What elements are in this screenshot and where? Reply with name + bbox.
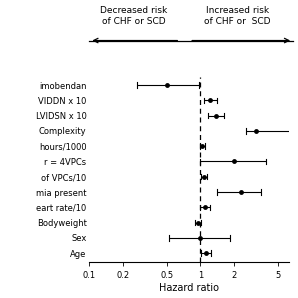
X-axis label: Hazard ratio: Hazard ratio	[159, 283, 219, 293]
Text: Decreased risk
of CHF or SCD: Decreased risk of CHF or SCD	[100, 6, 167, 26]
Text: Increased risk
of CHF or  SCD: Increased risk of CHF or SCD	[204, 6, 270, 26]
